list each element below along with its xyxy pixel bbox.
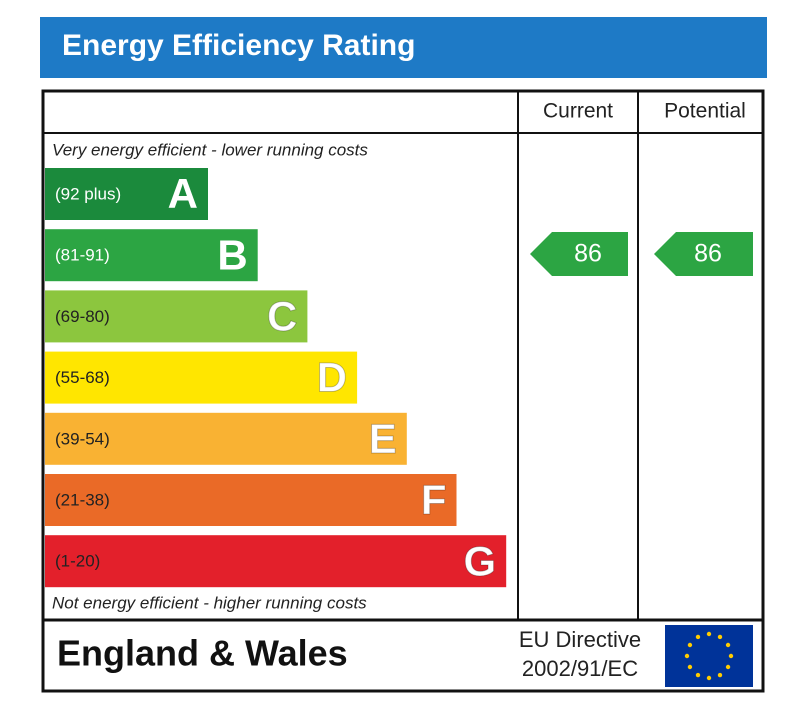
band-range: (1-20) (55, 552, 100, 571)
directive-line: EU Directive (519, 627, 641, 652)
band (45, 535, 507, 588)
title: Energy Efficiency Rating (62, 29, 415, 62)
eu-star (695, 672, 701, 678)
eu-star (728, 653, 734, 659)
eu-stars (684, 631, 734, 681)
band-range: (55-68) (55, 368, 110, 387)
frame (41, 89, 765, 693)
eu-star (687, 642, 693, 648)
potential-arrow (654, 232, 753, 276)
eu-star (717, 672, 723, 678)
header-current: Current (543, 100, 613, 123)
directive-line: 2002/91/EC (522, 656, 638, 681)
eu-star (695, 634, 701, 640)
band (45, 168, 208, 220)
band-letter: G (464, 537, 497, 584)
current-arrow (530, 232, 628, 276)
eu-star (684, 653, 690, 659)
header-potential: Potential (664, 100, 746, 123)
title-bar (40, 17, 767, 78)
band-range: (81-91) (55, 246, 110, 265)
band-range: (39-54) (55, 429, 110, 448)
eu-star (706, 631, 712, 637)
band (45, 290, 308, 343)
band-letter: F (421, 476, 447, 523)
potential-value: 86 (694, 240, 722, 268)
bottom-note: Not energy efficient - higher running co… (52, 593, 367, 612)
band-letter: C (267, 292, 297, 339)
band-letter: A (168, 170, 198, 217)
band-letter: D (317, 354, 347, 401)
eu-star (687, 664, 693, 670)
eu-star (706, 675, 712, 681)
band-range: (92 plus) (55, 184, 121, 203)
band (45, 229, 258, 282)
band-letter: B (217, 231, 247, 278)
band-range: (69-80) (55, 307, 110, 326)
band (45, 412, 407, 465)
current-value: 86 (574, 240, 602, 268)
band-range: (21-38) (55, 490, 110, 509)
region: England & Wales (57, 633, 348, 674)
band (45, 351, 358, 404)
eu-star (717, 634, 723, 640)
band-letter: E (369, 415, 397, 462)
top-note: Very energy efficient - lower running co… (52, 140, 368, 159)
eu-star (725, 642, 731, 648)
eu-star (725, 664, 731, 670)
band (45, 474, 457, 526)
